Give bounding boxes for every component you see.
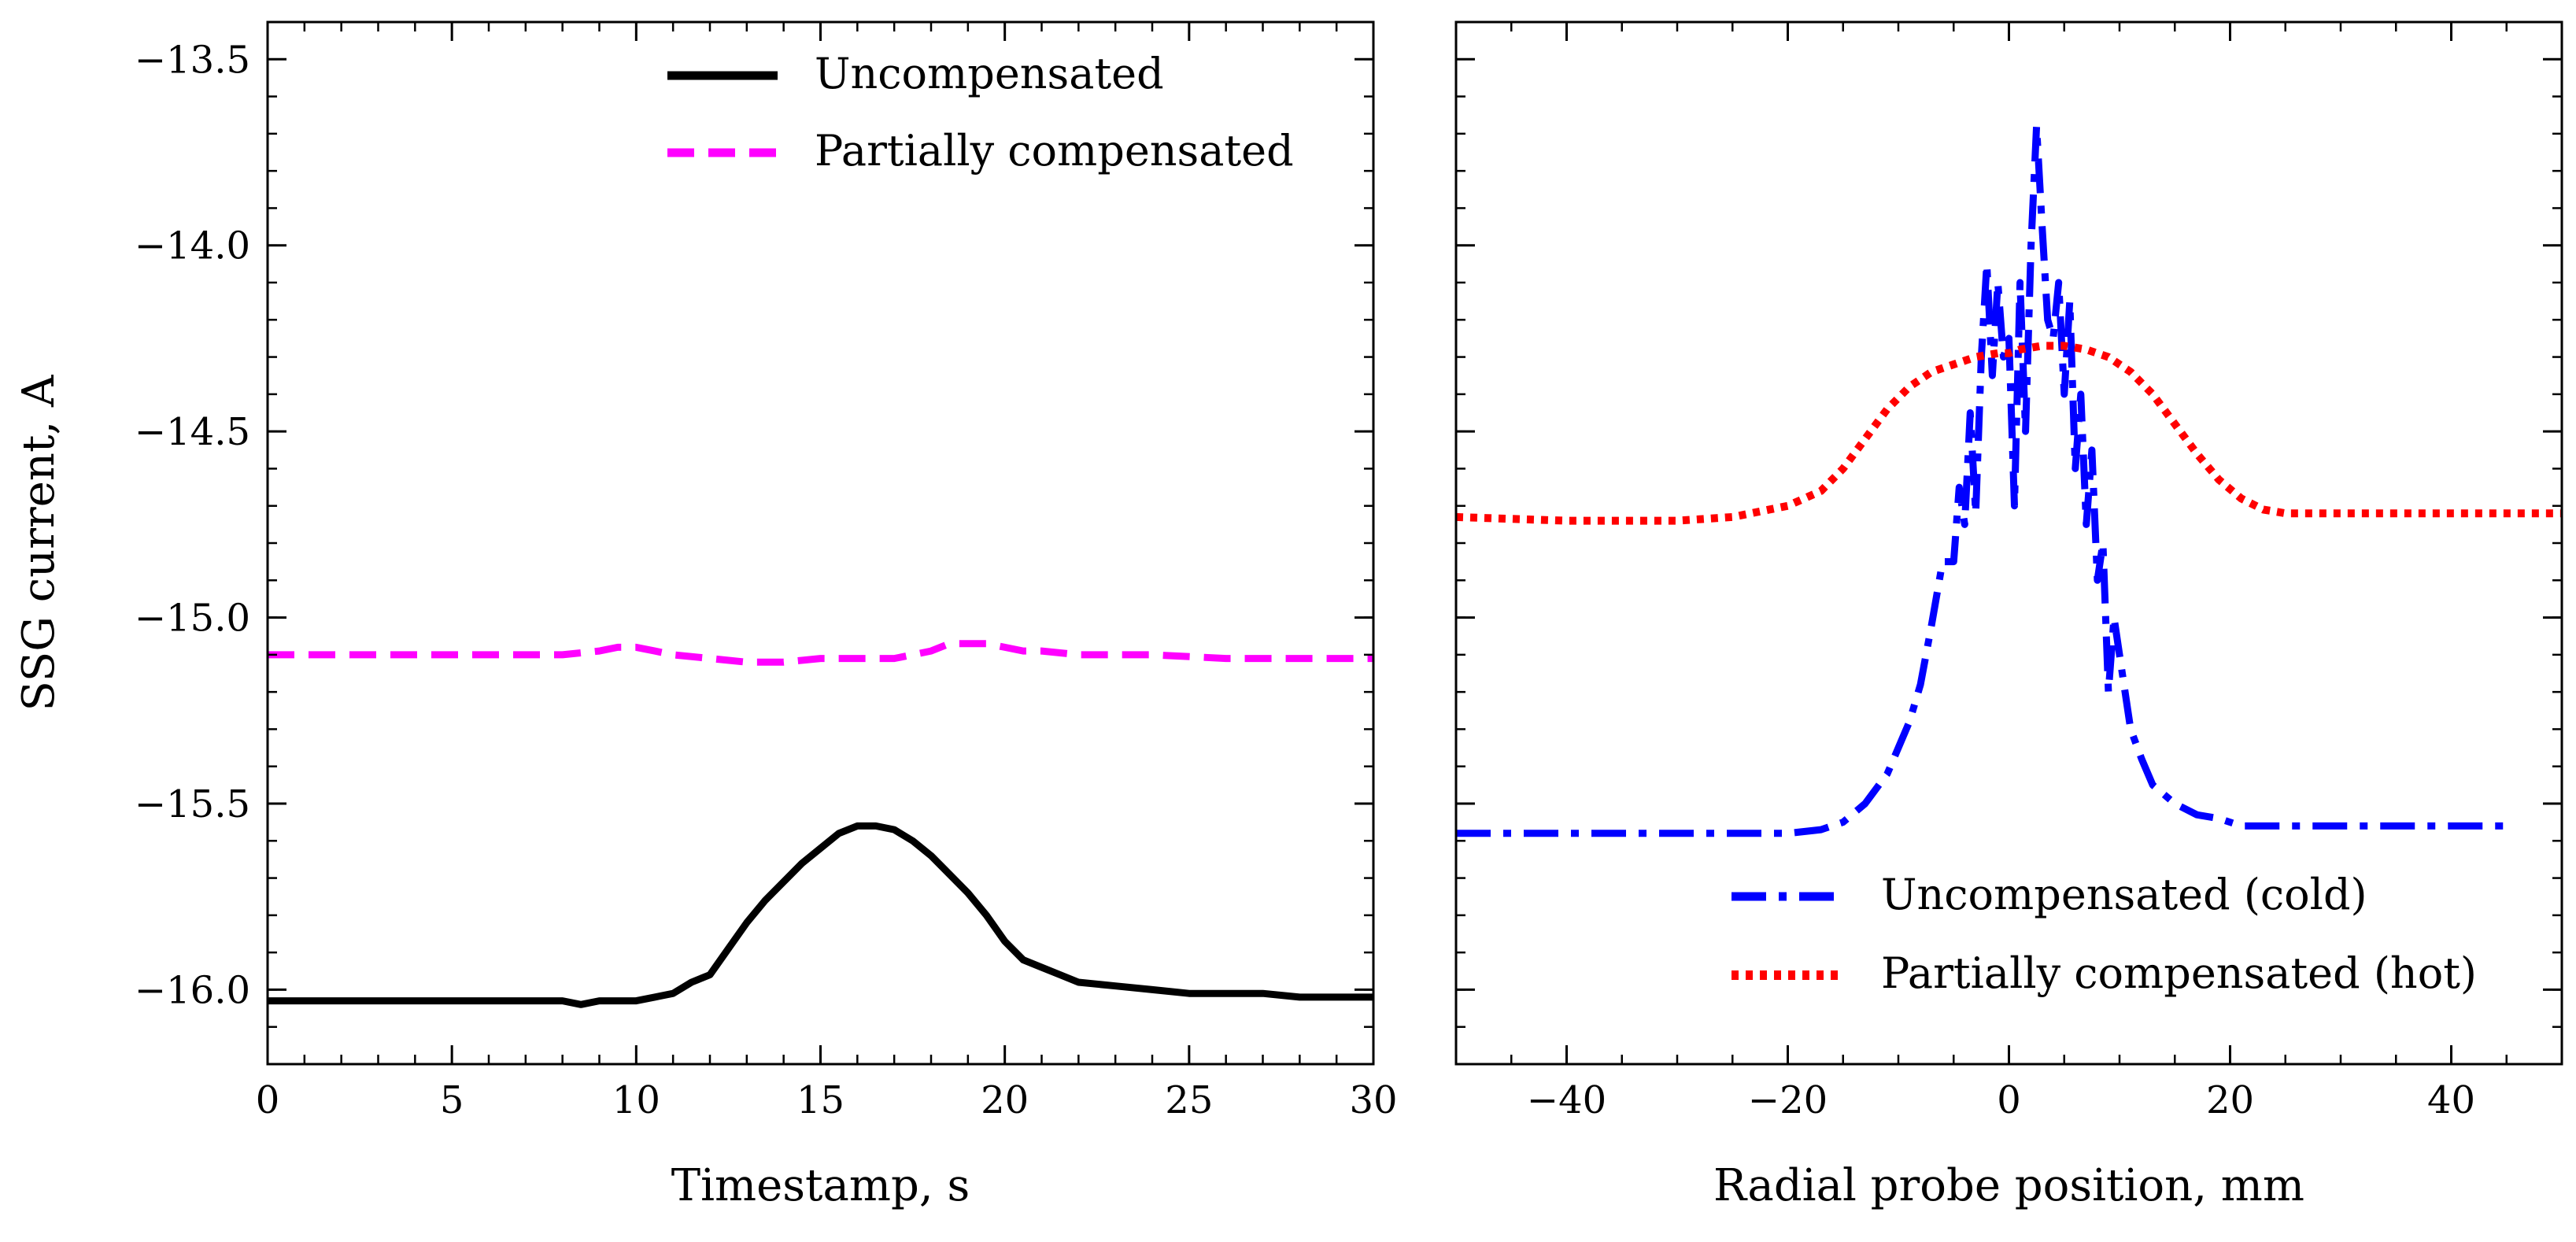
- legend-label: Uncompensated: [815, 49, 1164, 98]
- x-tick-label: 15: [796, 1078, 844, 1122]
- x-tick-label: 0: [256, 1078, 280, 1122]
- x-tick-label: 20: [981, 1078, 1029, 1122]
- y-axis-label: SSG current, A: [13, 375, 65, 712]
- x-tick-label: 40: [2427, 1078, 2475, 1122]
- series-line-partially-compensated-hot-: [1456, 342, 2562, 525]
- series-line-uncompensated: [268, 822, 1373, 1008]
- legend-label: Partially compensated: [815, 126, 1294, 176]
- x-tick-label: 5: [440, 1078, 464, 1122]
- x-tick-label: 10: [612, 1078, 660, 1122]
- y-tick-label: −14.0: [135, 224, 250, 268]
- right-panel: −40 −20 0 20 40 Radial probe position, mm Unco…: [1454, 20, 2563, 1211]
- axes-frame: [266, 20, 1375, 1066]
- legend-label: Partially compensated (hot): [1881, 948, 2477, 998]
- series-line-uncompensated-cold-: [1456, 122, 2507, 837]
- x-tick-label: 0: [1997, 1078, 2021, 1122]
- y-tick-label: −13.5: [135, 38, 250, 82]
- x-tick-label: 25: [1165, 1078, 1213, 1122]
- x-tick-label: −20: [1748, 1078, 1828, 1122]
- x-axis-label: Timestamp, s: [671, 1160, 970, 1211]
- legend: Uncompensated Partially compensated: [667, 49, 1294, 176]
- y-tick-label: −15.0: [135, 597, 250, 641]
- x-tick-label: −40: [1527, 1078, 1606, 1122]
- y-tick-label: −14.5: [135, 410, 250, 454]
- x-axis-label: Radial probe position, mm: [1713, 1160, 2304, 1211]
- x-tick-label: 20: [2206, 1078, 2254, 1122]
- y-tick-label: −15.5: [135, 782, 250, 826]
- y-tick-label: −16.0: [135, 968, 250, 1012]
- legend-label: Uncompensated (cold): [1881, 870, 2367, 919]
- left-panel: 0 5 10 15 20 25 30 −13.5 −14.0 −14.5 −15.0 −15.5 −16…: [13, 20, 1398, 1211]
- plot-area: [268, 640, 1373, 1008]
- series-line-partially-compensated: [268, 640, 1373, 666]
- legend: Uncompensated (cold) Partially compensate…: [1732, 870, 2477, 998]
- x-tick-label: 30: [1349, 1078, 1397, 1122]
- plot-area: [1456, 122, 2562, 837]
